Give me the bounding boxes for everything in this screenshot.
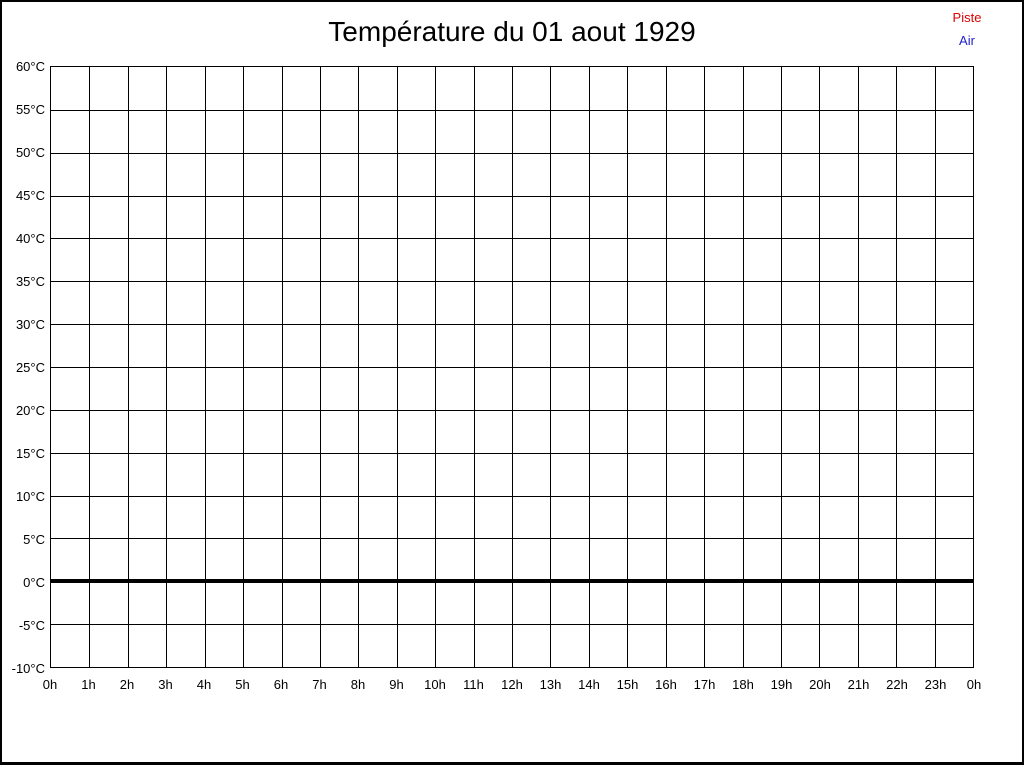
x-tick-label: 7h — [312, 677, 327, 692]
legend-item-air: Air — [959, 33, 975, 48]
y-tick-label: 30°C — [15, 317, 45, 332]
grid-line-horizontal — [51, 624, 973, 626]
y-tick-label: 0°C — [23, 575, 45, 590]
x-tick-label: 8h — [350, 677, 366, 692]
y-tick-label: 50°C — [15, 144, 45, 160]
grid-line-horizontal — [51, 367, 973, 368]
grid-line-horizontal — [51, 452, 973, 454]
legend-item-piste: Piste — [952, 10, 982, 25]
x-tick-label: 21h — [847, 677, 870, 692]
grid-line-horizontal — [51, 152, 973, 154]
x-tick-label: 20h — [809, 677, 831, 692]
y-tick-label: 45°C — [15, 188, 45, 203]
y-tick-label: 60°C — [15, 59, 45, 74]
grid-line-horizontal — [51, 495, 973, 497]
x-tick-label: 19h — [770, 677, 793, 692]
legend: Piste Air — [935, 6, 999, 52]
zero-degree-line — [51, 579, 973, 584]
x-tick-label: 17h — [693, 677, 716, 692]
y-axis-labels: 60°C 55°C 50°C 45°C 40°C 35°C 30°C 25°C 20°C 15°C… — [0, 59, 45, 676]
y-tick-label: 40°C — [15, 230, 45, 246]
x-axis-labels: 0h 1h 2h 3h 4h 5h 6h 7h 8h 9h 10h 11h 12h 13h 14h 15h 16… — [43, 668, 981, 692]
grid-line-horizontal — [51, 409, 973, 411]
x-tick-label: 14h — [578, 677, 600, 692]
x-tick-label: 11h — [463, 677, 484, 692]
x-tick-label: 10h — [424, 677, 446, 692]
y-tick-label: 25°C — [15, 360, 45, 375]
y-tick-label: -5°C — [18, 618, 45, 633]
x-tick-label: 2h — [119, 677, 135, 692]
x-tick-label: 9h — [389, 677, 404, 692]
x-tick-label: 18h — [732, 677, 754, 692]
chart-title: Température du 01 aout 1929 — [328, 16, 696, 47]
grid-line-horizontal — [51, 109, 973, 111]
plot-area — [50, 66, 974, 668]
x-tick-label: 15h — [616, 677, 639, 692]
y-tick-label: -10°C — [11, 661, 45, 676]
x-tick-label: 22h — [886, 677, 908, 692]
x-tick-label: 4h — [196, 677, 212, 692]
grid-line-horizontal — [51, 281, 973, 283]
grid-line-horizontal — [51, 538, 973, 540]
grid-line-horizontal — [51, 324, 973, 326]
y-tick-label: 15°C — [15, 446, 45, 461]
x-tick-label: 3h — [158, 677, 173, 692]
y-tick-label: 35°C — [15, 274, 45, 289]
y-tick-label: 5°C — [23, 532, 45, 547]
x-tick-label: 1h — [81, 677, 96, 692]
x-tick-label: 5h — [235, 677, 250, 692]
y-tick-label: 20°C — [15, 402, 45, 418]
x-tick-label: 13h — [539, 677, 562, 692]
x-tick-label: 12h — [501, 677, 523, 692]
x-tick-label: 0h — [42, 677, 58, 692]
x-tick-label: 23h — [924, 677, 947, 692]
grid-line-horizontal — [51, 238, 973, 240]
x-tick-label: 16h — [655, 677, 677, 692]
x-tick-label: 6h — [273, 677, 289, 692]
y-tick-label: 55°C — [15, 101, 45, 117]
grid-line-horizontal — [51, 195, 973, 197]
y-tick-label: 10°C — [15, 489, 45, 504]
x-tick-label: 0h — [966, 677, 982, 692]
